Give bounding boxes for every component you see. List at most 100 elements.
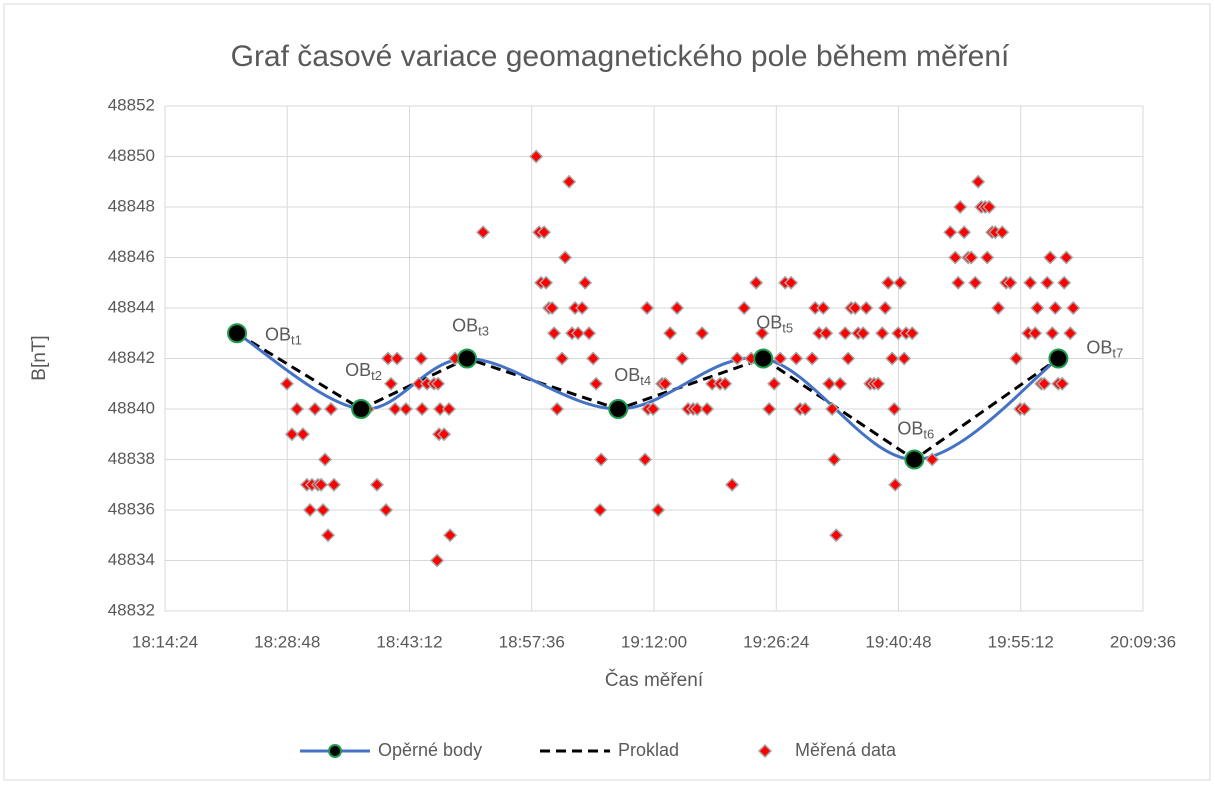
point-label-sub: t2 — [371, 368, 382, 383]
data-point — [948, 250, 963, 265]
data-point — [663, 326, 678, 341]
data-point — [284, 427, 299, 442]
data-point — [414, 351, 429, 366]
data-point — [317, 452, 333, 467]
data-point — [529, 149, 544, 164]
data-point — [675, 351, 690, 366]
data-point — [302, 502, 318, 518]
point-label-text: OB — [265, 324, 291, 344]
data-point — [658, 376, 673, 391]
data-point — [594, 452, 609, 467]
x-axis-label: Čas měření — [605, 669, 704, 691]
data-point — [725, 477, 740, 492]
data-point — [320, 528, 336, 543]
data-point — [819, 326, 834, 341]
data-point — [749, 275, 764, 290]
data-point — [953, 199, 968, 215]
y-tick-label: 48832 — [108, 600, 155, 619]
point-label-text: OB — [1086, 337, 1112, 357]
data-point — [1040, 275, 1055, 290]
data-point — [755, 326, 770, 341]
point-label-sub: t1 — [291, 333, 302, 348]
data-point — [638, 452, 653, 467]
data-point — [441, 401, 457, 417]
data-point — [856, 326, 871, 341]
chart-title: Graf časové variace geomagnetického pole… — [231, 40, 1010, 73]
data-point — [964, 250, 979, 265]
data-point — [881, 275, 896, 290]
point-label-sub: t3 — [478, 324, 489, 339]
data-point — [1045, 326, 1060, 341]
data-point — [841, 351, 856, 366]
data-point — [816, 300, 831, 316]
data-point — [833, 376, 848, 391]
data-point — [586, 351, 601, 366]
y-tick-label: 48850 — [108, 146, 155, 165]
data-point — [699, 401, 715, 417]
data-point — [554, 351, 570, 366]
chart-border — [3, 3, 1211, 781]
support-point — [1048, 348, 1069, 369]
data-point — [859, 300, 874, 316]
support-point — [457, 348, 478, 369]
data-point — [536, 225, 552, 240]
data-point — [789, 351, 804, 366]
data-point — [905, 326, 920, 341]
data-point — [388, 401, 403, 417]
point-label-sub: t4 — [640, 373, 651, 388]
data-point — [646, 401, 661, 417]
data-point — [957, 225, 972, 240]
support-point — [904, 449, 925, 470]
data-point — [980, 250, 995, 265]
data-point — [1023, 275, 1038, 290]
y-axis-label: B[nT] — [29, 335, 50, 380]
data-point — [925, 452, 940, 467]
data-point — [773, 351, 788, 366]
point-label-text: OB — [345, 360, 371, 380]
data-point — [784, 275, 799, 290]
data-point — [951, 275, 966, 290]
legend-label: Proklad — [618, 740, 679, 760]
point-label: OBt5 — [756, 312, 793, 336]
y-tick-label: 48840 — [108, 398, 155, 417]
data-point — [431, 376, 446, 391]
data-point — [767, 376, 782, 391]
y-tick-label: 48852 — [108, 95, 155, 114]
data-point — [995, 225, 1010, 240]
data-point — [383, 376, 399, 391]
data-point — [822, 376, 837, 391]
data-point — [538, 275, 554, 290]
x-tick-label: 19:40:48 — [865, 632, 931, 651]
data-point — [436, 427, 452, 442]
x-tick-label: 18:14:24 — [132, 632, 198, 651]
data-point — [378, 502, 394, 518]
data-point — [737, 300, 752, 316]
data-point — [279, 376, 295, 391]
data-point — [589, 376, 604, 391]
y-tick-label: 48846 — [108, 247, 155, 266]
data-point — [827, 452, 842, 467]
data-point — [1030, 300, 1045, 316]
data-point — [547, 326, 562, 341]
data-point — [570, 326, 586, 341]
data-point — [581, 326, 597, 341]
support-point — [227, 323, 248, 344]
data-point — [550, 401, 565, 417]
data-point — [971, 174, 986, 189]
data-point — [943, 225, 958, 240]
point-label-text: OB — [897, 418, 923, 438]
data-point — [690, 401, 705, 417]
y-tick-label: 48844 — [108, 297, 155, 316]
data-point — [323, 401, 339, 417]
data-point — [893, 275, 908, 290]
x-tick-label: 18:28:48 — [254, 632, 320, 651]
legend-label: Měřená data — [795, 740, 897, 760]
support-point — [608, 399, 629, 419]
data-point — [314, 477, 329, 492]
data-point — [593, 502, 608, 518]
data-point — [670, 300, 685, 316]
data-point — [315, 502, 331, 518]
point-label: OBt7 — [1086, 337, 1123, 361]
data-point — [718, 376, 733, 391]
